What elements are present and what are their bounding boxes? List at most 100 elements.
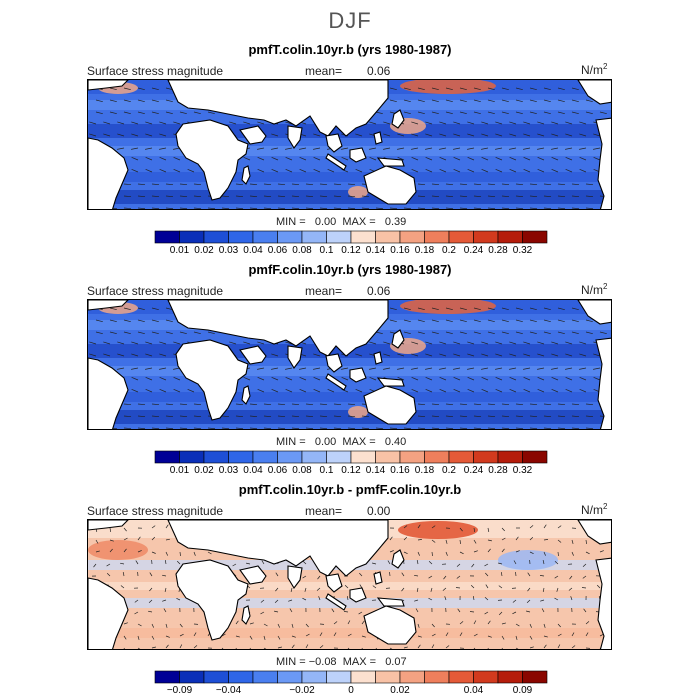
wind-arrow [117, 353, 125, 357]
wind-arrow [543, 539, 549, 541]
wind-arrow [151, 623, 155, 628]
wind-arrow [498, 562, 503, 565]
wind-arrow [123, 527, 127, 532]
panel-1-max-label: MAX = [342, 216, 376, 228]
wind-arrow [557, 539, 562, 543]
wind-arrow [425, 376, 433, 381]
wind-arrow [581, 587, 587, 589]
wind-arrow [481, 168, 489, 173]
wind-arrow [145, 341, 153, 345]
wind-arrow [117, 133, 125, 137]
wind-arrow [417, 635, 422, 638]
wind-arrow [389, 99, 397, 103]
panel-3-mean-label: mean= [305, 504, 343, 518]
wind-arrow [383, 121, 391, 125]
field-hotspot [400, 80, 496, 94]
wind-arrow [515, 647, 519, 649]
wind-arrow [137, 307, 145, 311]
wind-arrow [123, 111, 131, 115]
wind-arrow [593, 147, 601, 150]
colorbar-swatch [424, 230, 450, 244]
wind-arrow [134, 599, 139, 603]
wind-arrow [459, 403, 468, 406]
wind-arrow [151, 111, 159, 115]
colorbar-label: 0.28 [488, 465, 508, 476]
wind-arrow [439, 156, 447, 161]
wind-arrow [389, 319, 397, 323]
wind-arrow [389, 647, 393, 649]
wind-arrow [445, 427, 454, 429]
wind-arrow [523, 376, 531, 381]
wind-arrow [137, 111, 145, 115]
wind-arrow [459, 111, 467, 115]
wind-arrow [305, 633, 310, 637]
wind-arrow [249, 183, 258, 186]
wind-arrow [473, 427, 482, 429]
wind-arrow [137, 403, 146, 406]
panel-1-colorbar [154, 230, 548, 244]
wind-arrow [417, 539, 422, 541]
wind-arrow [271, 353, 279, 357]
wind-arrow [414, 574, 419, 577]
wind-arrow [361, 427, 370, 429]
wind-arrow [417, 99, 425, 103]
wind-arrow [109, 111, 117, 115]
wind-arrow [243, 121, 251, 125]
wind-arrow [109, 539, 114, 542]
wind-arrow [187, 388, 195, 393]
wind-arrow [207, 111, 215, 115]
wind-arrow [439, 133, 447, 137]
wind-arrow [359, 584, 363, 589]
wind-arrow [165, 307, 173, 311]
wind-arrow [425, 156, 433, 161]
wind-arrow [151, 635, 155, 640]
colorbar-swatch [448, 450, 474, 464]
wind-arrow [103, 353, 111, 357]
wind-arrow [554, 561, 559, 565]
colorbar-label: 0.01 [169, 465, 190, 476]
wind-arrow [389, 307, 397, 311]
wind-arrow [359, 572, 363, 577]
wind-arrow [599, 550, 604, 553]
panel-1-map [87, 79, 612, 210]
wind-arrow [95, 319, 103, 323]
wind-arrow [487, 99, 495, 103]
wind-arrow [543, 623, 546, 628]
map-svg [88, 80, 611, 209]
wind-arrow [431, 195, 440, 198]
wind-arrow [439, 376, 447, 381]
wind-arrow [403, 536, 408, 541]
wind-arrow [529, 207, 538, 209]
wind-arrow [556, 587, 559, 592]
wind-arrow [484, 597, 489, 601]
wind-arrow [469, 611, 475, 613]
wind-arrow [417, 427, 426, 429]
land-mass [373, 131, 383, 145]
wind-arrow [487, 111, 495, 115]
colorbar-label: 0.2 [442, 465, 456, 476]
wind-arrow [557, 183, 566, 186]
land-mass [88, 520, 129, 531]
wind-arrow [165, 319, 173, 323]
wind-arrow [523, 353, 531, 357]
wind-arrow [453, 133, 461, 137]
wind-arrow [135, 560, 139, 565]
panel-2-colorbar-labels: 0.01 0.02 0.03 0.04 0.06 0.08 0.1 0.12 0.14 0.16 0… [155, 465, 547, 477]
wind-arrow [109, 319, 117, 323]
colorbar-swatch [399, 670, 425, 684]
wind-arrow [403, 111, 411, 115]
wind-arrow [487, 331, 495, 335]
wind-arrow [579, 388, 587, 393]
wind-arrow [585, 415, 594, 418]
wind-arrow [539, 575, 545, 577]
wind-arrow [416, 560, 419, 565]
wind-arrow [179, 195, 188, 198]
land-mass [373, 351, 383, 365]
colorbar-swatch [228, 450, 254, 464]
colorbar-swatch [203, 670, 229, 684]
wind-arrow [439, 367, 447, 370]
colorbar-label: 0.02 [194, 465, 214, 476]
wind-arrow [319, 183, 328, 186]
wind-arrow [501, 195, 510, 198]
land-mass [577, 520, 611, 545]
